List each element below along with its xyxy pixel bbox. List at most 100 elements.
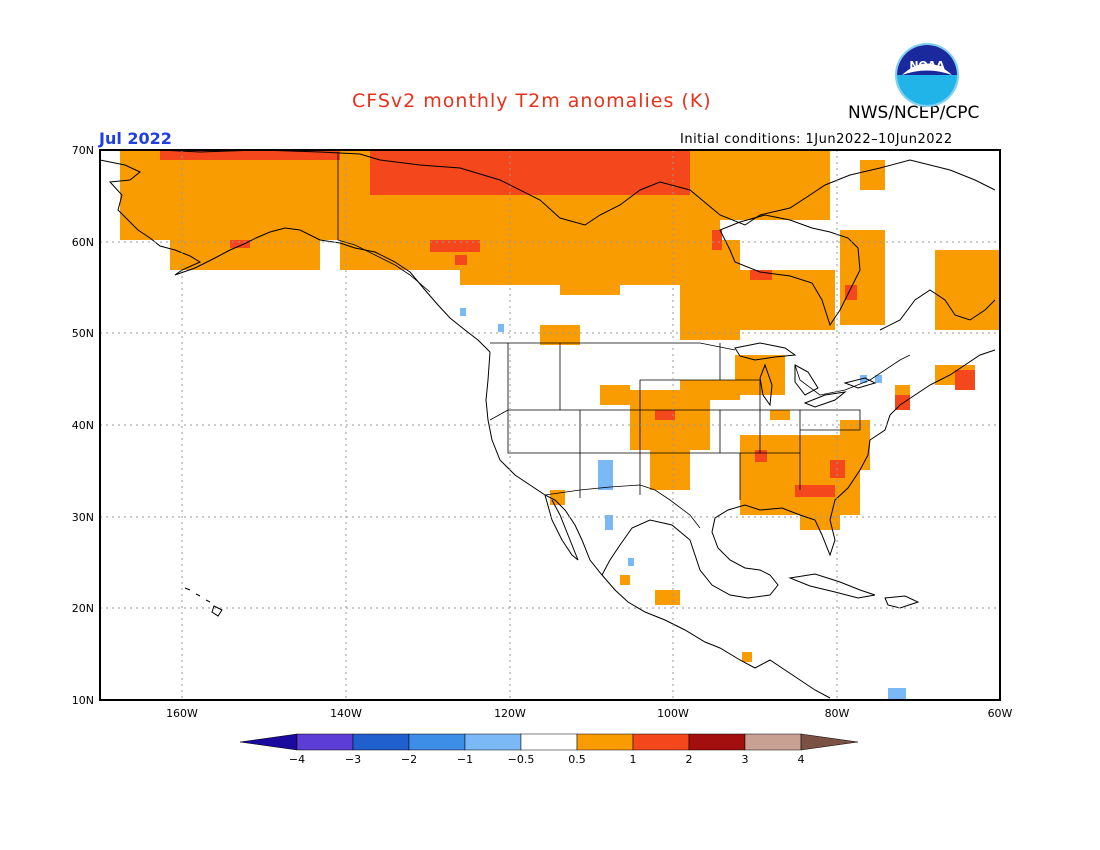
anomaly-cell bbox=[600, 385, 630, 405]
colorbar-label: 1 bbox=[630, 753, 637, 766]
logo-text: NOAA bbox=[909, 59, 945, 72]
colorbar-segment bbox=[744, 733, 802, 751]
lon-label: 140W bbox=[330, 707, 362, 720]
state-lines bbox=[489, 343, 861, 500]
anomaly-cell bbox=[140, 190, 340, 240]
anomaly-cell bbox=[860, 375, 867, 383]
anomaly-cell bbox=[160, 150, 340, 160]
anomaly-cell bbox=[605, 515, 613, 530]
colorbar-segment bbox=[576, 733, 634, 751]
anomaly-cell bbox=[888, 688, 906, 700]
lake-huron bbox=[794, 364, 819, 396]
anomaly-cell bbox=[120, 150, 340, 240]
anomaly-cell bbox=[498, 324, 504, 332]
anomaly-cell bbox=[340, 150, 720, 240]
anomaly-cell bbox=[895, 395, 910, 410]
anomaly-cell bbox=[955, 370, 975, 390]
anomaly-cell bbox=[655, 410, 675, 420]
anomaly-cell bbox=[655, 590, 680, 605]
initial-conditions: Initial conditions: 1Jun2022–10Jun2022 bbox=[680, 132, 953, 147]
anomaly-cell bbox=[875, 375, 882, 383]
colorbar-segment bbox=[296, 733, 354, 751]
anomaly-cell bbox=[720, 150, 830, 220]
anomaly-cell bbox=[650, 450, 690, 490]
lon-label: 80W bbox=[825, 707, 850, 720]
graticule bbox=[100, 150, 1000, 700]
anomaly-cell bbox=[170, 230, 320, 270]
colorbar: −4 −3 −2 −1 −0.5 0.5 1 2 3 4 bbox=[239, 733, 859, 766]
anomaly-cell bbox=[935, 365, 975, 385]
colorbar-label: −4 bbox=[289, 753, 305, 766]
coast-hudson-bay bbox=[719, 214, 861, 327]
lon-label: 160W bbox=[166, 707, 198, 720]
political-borders bbox=[337, 152, 911, 529]
lat-label: 60N bbox=[72, 236, 94, 249]
colorbar-label: −2 bbox=[401, 753, 417, 766]
anomaly-cell bbox=[755, 450, 767, 462]
lake-superior bbox=[734, 342, 797, 361]
anomaly-cell bbox=[340, 230, 520, 270]
colorbar-high-triangle bbox=[800, 733, 859, 751]
lake-erie bbox=[803, 391, 847, 408]
anomaly-cell bbox=[740, 435, 860, 515]
anomaly-cell bbox=[680, 380, 740, 400]
lat-label: 40N bbox=[72, 419, 94, 432]
colorbar-label: 2 bbox=[686, 753, 693, 766]
anomaly-cell bbox=[840, 230, 885, 325]
colorbar-segment bbox=[688, 733, 746, 751]
coast-baja bbox=[544, 494, 579, 561]
colorbar-label: 4 bbox=[798, 753, 805, 766]
anomaly-cell bbox=[628, 558, 634, 566]
anomaly-cell bbox=[830, 460, 845, 478]
coast-hispaniola bbox=[884, 595, 920, 609]
lon-label: 100W bbox=[657, 707, 689, 720]
lon-label: 120W bbox=[494, 707, 526, 720]
anomaly-cell bbox=[540, 325, 580, 345]
lat-label: 10N bbox=[72, 694, 94, 707]
anomaly-cell bbox=[560, 270, 620, 295]
anomaly-cell bbox=[550, 490, 565, 505]
border-us-mexico bbox=[544, 484, 701, 529]
coastlines bbox=[99, 149, 996, 699]
colorbar-segment bbox=[632, 733, 690, 751]
anomaly-cell bbox=[770, 410, 790, 420]
anomaly-cell bbox=[630, 390, 710, 450]
lake-ontario bbox=[843, 377, 877, 389]
colorbar-label: −1 bbox=[457, 753, 473, 766]
colorbar-low-triangle bbox=[239, 733, 298, 751]
anomaly-cell bbox=[750, 270, 772, 280]
anomaly-cell bbox=[680, 240, 740, 340]
coast-labrador bbox=[879, 289, 996, 331]
coast-central-america bbox=[754, 659, 831, 699]
anomaly-cell bbox=[430, 240, 480, 252]
agency-label: NWS/NCEP/CPC bbox=[848, 103, 980, 123]
colorbar-label: 0.5 bbox=[568, 753, 586, 766]
anomaly-cell bbox=[735, 355, 785, 395]
noaa-logo-icon: NOAA bbox=[895, 43, 959, 107]
border-alaska-canada bbox=[337, 152, 431, 293]
lake-michigan bbox=[759, 363, 773, 407]
anomaly-cell bbox=[460, 308, 466, 316]
map-frame bbox=[99, 149, 1001, 701]
colorbar-label: −3 bbox=[345, 753, 361, 766]
coast-arctic bbox=[159, 149, 996, 226]
chart-title: CFSv2 monthly T2m anomalies (K) bbox=[352, 90, 712, 112]
anomaly-cell bbox=[800, 470, 840, 530]
anomaly-cell bbox=[935, 250, 1000, 330]
anomaly-cell bbox=[860, 160, 885, 190]
anomaly-cell bbox=[230, 240, 250, 248]
coast-alaska bbox=[99, 159, 491, 353]
anomaly-cell bbox=[895, 385, 910, 410]
coast-west bbox=[485, 351, 756, 669]
anomaly-cell bbox=[370, 150, 690, 195]
lat-label: 70N bbox=[72, 144, 94, 157]
coast-gulf bbox=[601, 349, 996, 599]
colorbar-segment bbox=[520, 733, 578, 751]
anomaly-cell bbox=[735, 270, 835, 330]
anomaly-cell bbox=[845, 285, 857, 300]
border-us-canada bbox=[490, 342, 911, 396]
anomaly-cell bbox=[795, 485, 835, 497]
colorbar-segment bbox=[408, 733, 466, 751]
axis-labels: 70N 60N 50N 40N 30N 20N 10N 160W 140W 120W 100W 80W… bbox=[72, 144, 1013, 720]
anomaly-cell bbox=[460, 240, 680, 285]
